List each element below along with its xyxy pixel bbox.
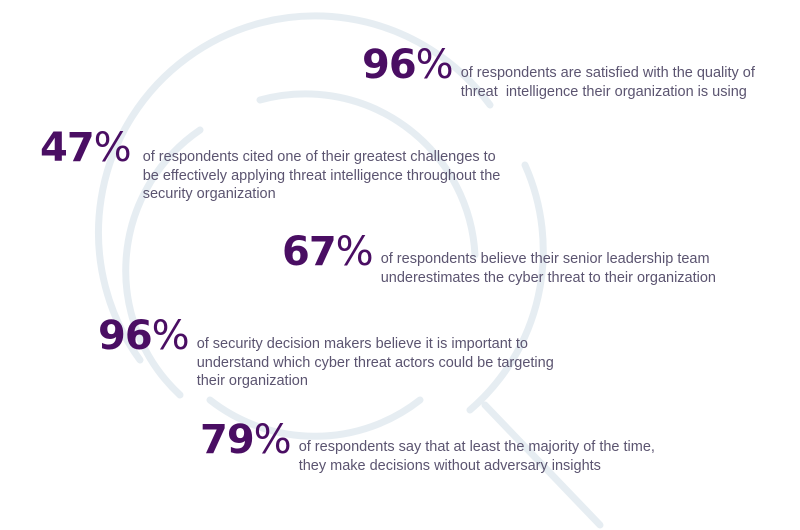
outer-ring-arc (94, 12, 494, 364)
stat-description: of respondents believe their senior lead… (380, 251, 716, 286)
stat-value: 47% (40, 125, 132, 171)
inner-ring-arc-bottom (206, 396, 424, 440)
inner-ring-arc-left (122, 126, 204, 399)
stat-3: 67% of respondents believe their senior … (282, 232, 716, 287)
stat-1: 96% of respondents are satisfied with th… (362, 45, 755, 101)
stat-description: of respondents cited one of their greate… (142, 149, 501, 202)
stat-value: 96% (98, 313, 190, 359)
stat-4: 96% of security decision makers believe … (98, 316, 554, 391)
inner-ring-arc (256, 90, 479, 259)
stat-description: of respondents say that at least the maj… (298, 439, 655, 474)
stat-2: 47% of respondents cited one of their gr… (40, 128, 500, 204)
stat-value: 79% (200, 417, 292, 463)
outer-ring-arc-right (466, 161, 547, 414)
stat-description: of security decision makers believe it i… (196, 336, 554, 389)
stat-5: 79% of respondents say that at least the… (200, 420, 655, 475)
stat-description: of respondents are satisfied with the qu… (460, 65, 755, 100)
handle (481, 401, 604, 529)
stat-value: 96% (362, 42, 454, 88)
stat-value: 67% (282, 229, 374, 275)
